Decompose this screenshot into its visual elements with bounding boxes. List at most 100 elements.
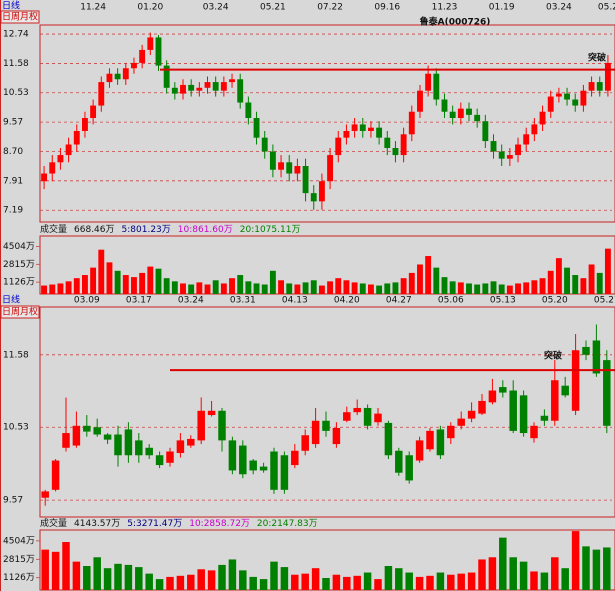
volume-bar (83, 566, 91, 590)
volume-bar (564, 267, 570, 294)
volume-bar (363, 572, 372, 590)
volume-bar (106, 262, 113, 294)
volume-bar (539, 278, 546, 294)
candle-body (294, 166, 301, 174)
candle-body (318, 181, 325, 202)
volume-bar (270, 561, 278, 590)
volume-bar (280, 567, 289, 590)
volume-bar (259, 579, 268, 590)
annotation: 突破 (588, 52, 607, 64)
candle-body (176, 440, 185, 454)
x-tick-label: 05.2 (598, 3, 615, 13)
period-label: 日线 (2, 294, 20, 306)
candle-body (441, 99, 448, 112)
volume-bar (343, 280, 350, 294)
candle-body (551, 380, 559, 421)
volume-bar (384, 283, 391, 294)
candle-body (311, 420, 320, 445)
x-tick-label: 03.24 (178, 296, 204, 306)
volume-bar (467, 572, 476, 590)
volume-bar (466, 283, 472, 294)
x-tick-label: 09.16 (374, 3, 400, 13)
candle-body (384, 137, 391, 148)
volume-bar (62, 542, 70, 590)
volume-header: 成交量 4143.57万 5:3271.47万 10:2858.72万 20:2147.… (40, 517, 318, 529)
candle-body (392, 147, 399, 156)
volume-bar (531, 280, 538, 294)
volume-bar (93, 557, 101, 590)
candle-body (571, 350, 580, 411)
volume-bar (359, 283, 366, 294)
volume-bar (286, 283, 293, 294)
volume-bar (114, 563, 122, 590)
y-tick-label: 1126万 (3, 278, 35, 288)
x-tick-label: 03.24 (546, 3, 572, 13)
candle-body (447, 425, 455, 439)
volume-bar (547, 270, 554, 294)
volume-header-item: 668.46万 (74, 225, 115, 235)
y-tick-label: 2815万 (3, 260, 35, 270)
candle-body (83, 425, 91, 432)
candle-body (41, 173, 48, 182)
candle-body (72, 425, 81, 446)
candle-body (253, 118, 260, 138)
candle-body (488, 390, 497, 403)
volume-bar (49, 284, 56, 294)
candle-body (220, 82, 227, 91)
volume-bar (218, 564, 226, 590)
volume-bar (482, 283, 489, 294)
candle-body (531, 124, 538, 135)
candle-body (478, 400, 486, 414)
volume-bar (400, 278, 407, 294)
volume-bar (90, 267, 97, 294)
candle-body (457, 418, 465, 426)
volume-bar (229, 278, 235, 294)
x-tick-label: 11.24 (80, 3, 106, 13)
candle-body (212, 82, 219, 91)
candle-body (515, 144, 521, 156)
candle-body (301, 435, 309, 451)
volume-bar (188, 284, 195, 294)
volume-bar (405, 572, 413, 590)
volume-bar (449, 281, 456, 294)
volume-bar (103, 568, 112, 590)
volume-bar (523, 282, 530, 294)
period-label: 日线 (2, 0, 20, 12)
candle-body (603, 360, 611, 426)
candle-body (580, 90, 587, 106)
y-tick-label: 9.57 (3, 118, 23, 128)
volume-bar (220, 283, 227, 294)
volume-bar (98, 249, 105, 294)
candle-body (51, 460, 60, 490)
candle-body (73, 130, 80, 145)
volume-bar (498, 284, 505, 294)
y-tick-label: 12.74 (3, 30, 29, 40)
volume-header-item: 5:801.23万 (122, 225, 171, 235)
candle-body (280, 455, 289, 490)
candle-body (49, 162, 56, 174)
x-tick-label: 05.13 (490, 296, 516, 306)
x-tick-label: 03.31 (230, 296, 256, 306)
volume-header-item: 成交量 (40, 517, 67, 529)
x-tick-label: 03.24 (203, 3, 229, 13)
candle-body (351, 124, 358, 131)
y-tick-label: 2815万 (3, 555, 35, 565)
volume-bar (197, 569, 205, 590)
candle-body (245, 102, 252, 119)
candle-body (196, 87, 203, 91)
volume-bar (488, 557, 497, 590)
candle-body (499, 387, 507, 393)
volume-bar (478, 559, 486, 590)
candle-body (604, 62, 611, 91)
candle-body (433, 73, 440, 100)
candle-body (376, 127, 383, 138)
volume-header-item: 5:3271.47万 (127, 519, 182, 529)
volume-bar (408, 272, 415, 294)
candle-body (41, 491, 49, 498)
candle-body (408, 111, 415, 135)
candle-body (530, 425, 538, 439)
candle-body (327, 155, 334, 182)
candle-body (368, 127, 374, 131)
volume-bar (571, 531, 580, 590)
candle-body (425, 73, 432, 91)
